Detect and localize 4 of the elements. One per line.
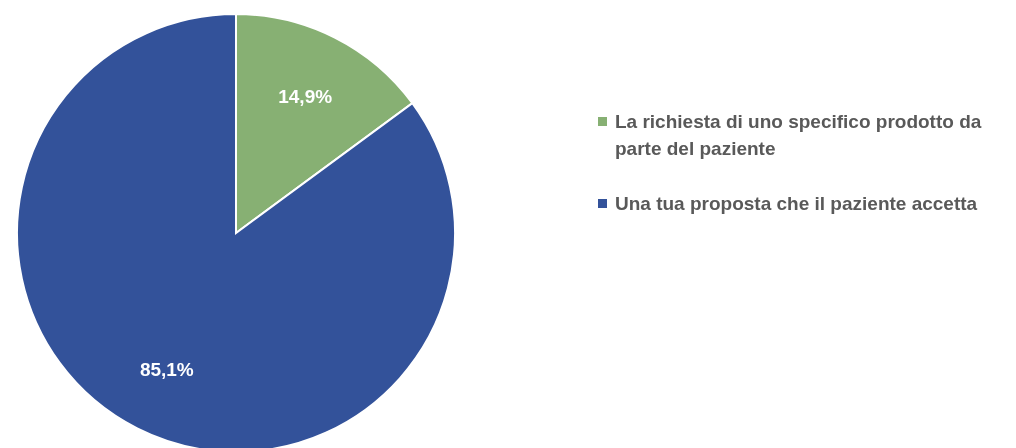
data-label: 85,1% [139,359,194,381]
legend-label: La richiesta di uno specifico prodotto da parte del paziente [615,110,983,161]
legend-label: Una tua proposta che il paziente accetta [615,192,978,216]
data-label: 14,9% [278,85,333,107]
